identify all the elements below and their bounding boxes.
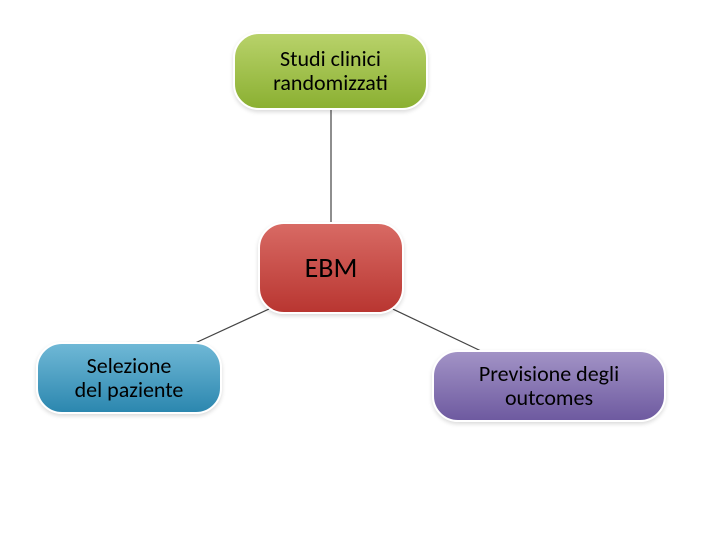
node-left-label: Selezione del paziente: [75, 354, 184, 402]
node-top-label: Studi clinici randomizzati: [273, 47, 388, 95]
node-center-label: EBM: [305, 253, 358, 284]
diagram-canvas: Studi clinici randomizzati EBM Selezione…: [0, 0, 720, 540]
node-left: Selezione del paziente: [36, 342, 222, 414]
node-right: Previsione degli outcomes: [432, 350, 666, 422]
node-center: EBM: [258, 222, 404, 314]
node-top: Studi clinici randomizzati: [233, 32, 428, 110]
node-right-label: Previsione degli outcomes: [479, 362, 619, 410]
